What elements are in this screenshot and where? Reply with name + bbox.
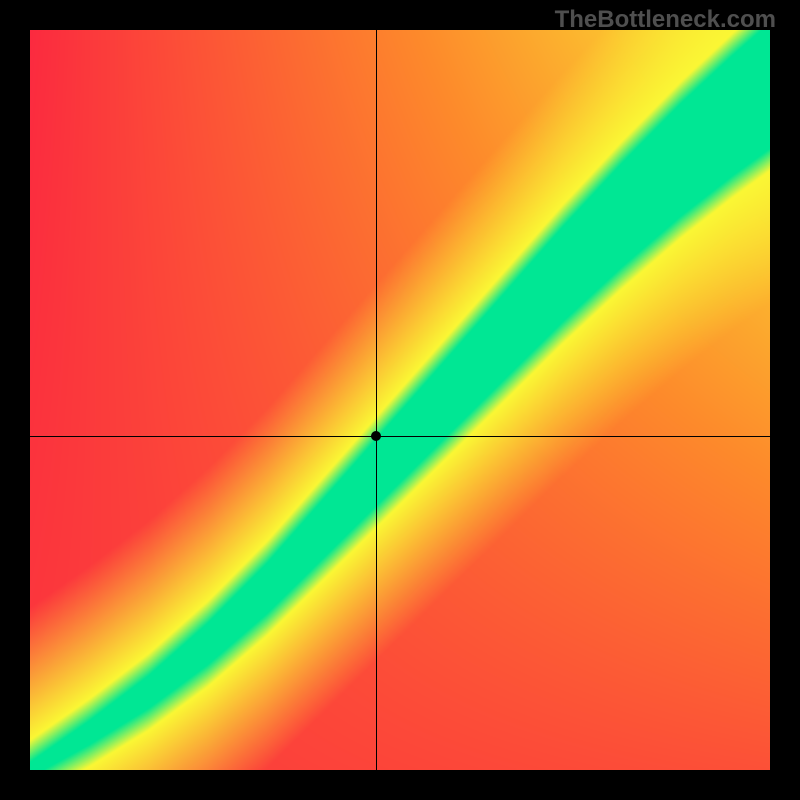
heatmap-canvas — [30, 30, 770, 770]
crosshair-marker — [371, 431, 381, 441]
chart-container: TheBottleneck.com — [0, 0, 800, 800]
watermark-text: TheBottleneck.com — [555, 6, 776, 34]
heatmap-plot-area — [30, 30, 770, 770]
crosshair-horizontal — [30, 436, 770, 437]
crosshair-vertical — [376, 30, 377, 770]
